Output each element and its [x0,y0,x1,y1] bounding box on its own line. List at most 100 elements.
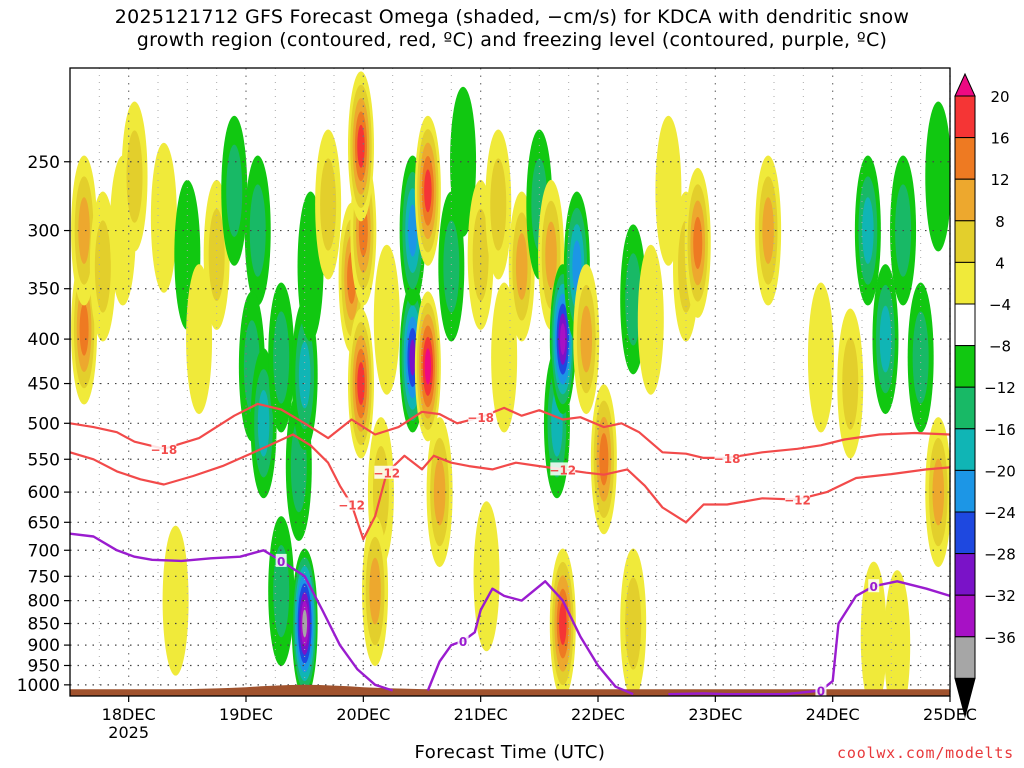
omega-cell-20-level-4 [357,362,365,405]
contour-minus12-label-2: −12 [549,463,576,477]
omega-cell-53-level-1 [912,311,929,404]
omega-cell-48-level-0 [807,282,834,433]
omega-cell-17-level-1 [320,158,337,251]
chart-title-line-2: growth region (contoured, red, ºC) and f… [136,29,888,51]
omega-cell-26-level-4 [424,169,432,213]
colorbar-label-6: −8 [989,338,1011,356]
x-tick-label-24DEC: 24DEC [806,705,860,724]
omega-cell-61-level-0 [473,501,500,652]
omega-cell-9-level-1 [226,144,243,237]
colorbar-label-8: −16 [984,421,1016,439]
omega-cell-63-level-0 [860,561,887,696]
omega-cell-23-level-0 [373,244,400,395]
colorbar-swatch-1 [954,95,976,139]
y-tick-label-350: 350 [28,280,60,300]
contour-minus12-label-bg-0 [339,497,365,511]
contour-minus18-label-2: −18 [714,452,741,466]
contour-minus12-label-bg-1 [374,465,400,479]
y-tick-label-650: 650 [28,513,60,533]
tick-labels: 2503003504004505005506006507007508008509… [17,153,977,742]
colorbar-swatch-7 [954,345,976,388]
colorbar-label-11: −28 [984,546,1016,564]
contour-minus12-label-0: −12 [338,498,365,512]
omega-cell-40-level-2 [580,305,593,373]
contour-minus12 [70,433,950,541]
y-tick-label-700: 700 [28,541,60,561]
contours: −18 −18 −18 −12 −12 −12 −12 0 0 0 0 [70,402,950,698]
freezing-level-a-label-bg-0 [275,553,287,567]
omega-cell-64-level-0 [884,570,911,696]
y-tick-label-750: 750 [28,567,60,587]
colorbar-label-0: 20 [990,88,1009,106]
x-tick-label-21DEC: 21DEC [454,705,508,724]
omega-cell-7-level-0 [186,264,213,415]
y-tick-label-400: 400 [28,330,60,350]
omega-cell-38-level-6 [560,323,566,355]
omega-cell-31-level-1 [472,208,489,302]
y-tick-label-500: 500 [28,414,60,434]
colorbar-label-1: 16 [990,130,1009,148]
omega-cell-29-level-1 [443,220,460,313]
y-tick-label-600: 600 [28,483,60,503]
omega-cell-24-level-5 [409,339,416,376]
chart-title: 2025121712 GFS Forecast Omega (shaded, −… [0,6,1024,52]
colorbar-label-5: −4 [989,296,1011,314]
colorbar-swatch-11 [954,511,976,555]
omega-cell-25-level-3 [408,204,418,257]
omega-cell-42-level-1 [625,253,642,346]
omega-cell-50-level-2 [862,197,874,264]
omega-cell-36-level-2 [545,221,557,289]
axes [69,67,951,697]
omega-cell-27-level-5 [424,348,432,385]
source-credit: coolwx.com/modelts [837,744,1014,762]
x-tick-label-19DEC: 19DEC [219,705,273,724]
omega-cell-5-level-0 [150,142,177,293]
omega-cell-2-level-1 [94,220,111,313]
freezing-level-c-label-0: 0 [817,684,825,698]
x-tick-year: 2025 [108,723,149,742]
freezing-level-c [668,580,950,696]
colorbar-swatch-9 [954,428,976,471]
omega-cell-46-level-3 [693,216,703,270]
contour-minus18-label-bg-2 [714,450,740,464]
freezing-level-a [70,532,394,692]
freezing-level-b [426,580,634,696]
omega-cell-8-level-1 [208,208,225,302]
omega-cell-34-level-2 [515,233,528,300]
x-tick-label-23DEC: 23DEC [688,705,742,724]
chart-title-line-1: 2025121712 GFS Forecast Omega (shaded, −… [114,6,910,28]
colorbar: 20 16 12 8 4 −4 −8 −12 −16 −20 −24 −28 −32 −36 [954,72,1016,719]
freezing-level-a-label-0: 0 [277,555,285,569]
contour-minus12-label-1: −12 [373,467,400,481]
y-tick-label-800: 800 [28,592,60,612]
contour-minus18-label-1: −18 [467,411,494,425]
colorbar-swatch-14 [954,636,976,679]
freezing-level-c-label-1: 0 [870,580,878,594]
x-tick-label-20DEC: 20DEC [336,705,390,724]
contour-minus18-label-bg-1 [468,410,494,424]
omega-cell-55-level-0 [925,101,950,252]
colorbar-swatch-10 [954,469,976,513]
contour-minus18 [70,402,950,459]
freezing-level-c-label-bg-0 [815,683,827,696]
colorbar-label-10: −24 [984,504,1016,522]
omega-cell-59-level-2 [369,557,381,625]
freezing-level-b-label-0: 0 [459,635,467,649]
colorbar-top-arrow [954,72,976,97]
omega-cell-28-level-2 [433,458,446,526]
omega-cell-1-level-2 [78,197,90,264]
omega-cell-30-level-0 [450,86,477,237]
colorbar-swatch-6 [954,303,976,347]
colorbar-label-9: −20 [984,462,1016,480]
plot-frame [69,67,951,697]
colorbar-label-13: −36 [984,629,1016,647]
omega-cell-54-level-2 [932,458,945,526]
freezing-level-b-label-bg-0 [457,633,469,647]
colorbar-swatch-5 [954,261,976,305]
colorbar-bottom-arrow [954,677,976,719]
colorbar-label-7: −12 [984,379,1016,397]
y-tick-label-250: 250 [28,153,60,173]
y-tick-label-950: 950 [28,656,60,676]
omega-cell-15-level-2 [298,341,311,409]
